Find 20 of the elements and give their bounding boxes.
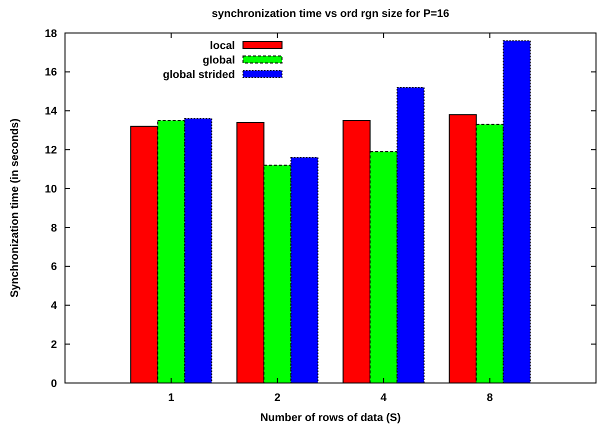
y-tick-label: 14: [44, 106, 58, 118]
y-tick-label: 12: [44, 144, 57, 157]
legend-label: global strided: [162, 68, 235, 81]
y-tick-label: 6: [50, 261, 57, 274]
y-tick-label: 2: [50, 338, 57, 351]
chart-title: synchronization time vs ord rgn size for P=16: [212, 8, 450, 20]
y-tick-label: 0: [50, 378, 57, 390]
y-axis-title: Synchronization time (in seconds): [9, 118, 21, 298]
x-tick-label: 4: [380, 392, 388, 404]
y-tick-label: 8: [50, 222, 57, 234]
x-axis-title: Number of rows of data (S): [260, 412, 402, 424]
y-tick-label: 18: [44, 28, 57, 40]
y-tick-label: 10: [44, 183, 57, 196]
y-tick-label: 4: [50, 300, 58, 312]
x-tick-label: 1: [168, 392, 174, 404]
legend-label: global: [202, 54, 235, 66]
legend-label: local: [210, 40, 235, 52]
x-tick-label: 2: [274, 392, 280, 404]
x-tick-label: 8: [486, 392, 493, 404]
y-tick-label: 16: [44, 66, 57, 79]
